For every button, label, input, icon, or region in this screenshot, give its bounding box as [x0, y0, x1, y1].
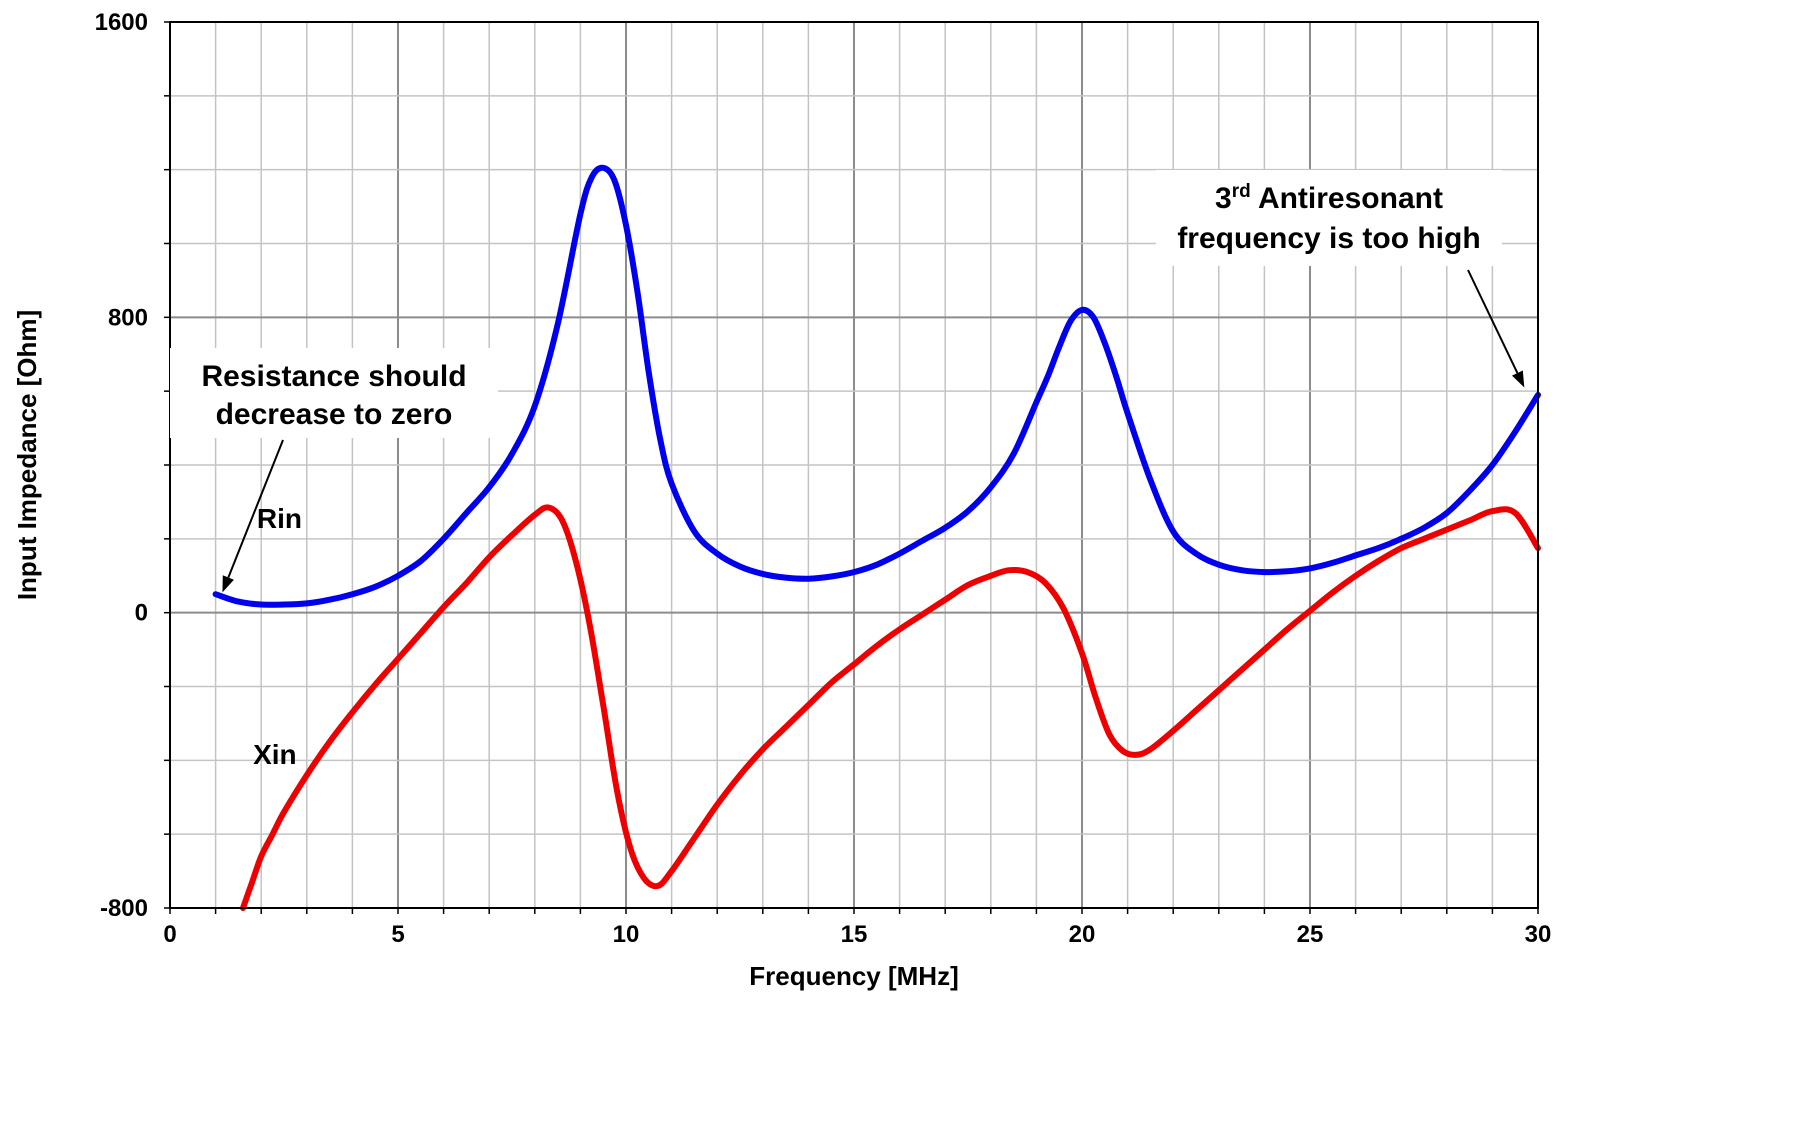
- x-tick-label: 5: [391, 921, 404, 948]
- y-tick-label: 800: [108, 304, 148, 331]
- annotation-text-line: decrease to zero: [216, 398, 453, 431]
- y-tick-labels: -800 0 800 1600: [95, 9, 148, 922]
- x-tick-label: 0: [163, 921, 176, 948]
- annotation-resistance: Resistance should decrease to zero: [170, 348, 498, 593]
- series-line-xin: [240, 504, 1541, 911]
- x-tick-label: 20: [1069, 921, 1096, 948]
- annotation-text-rest: Antiresonant: [1251, 182, 1443, 215]
- series-group: [212, 164, 1541, 911]
- annotation-text-line: 3rd Antiresonant: [1215, 181, 1443, 215]
- x-axis-title: Frequency [MHz]: [749, 961, 958, 991]
- annotation-arrow: [1467, 269, 1519, 374]
- grid: [169, 21, 1539, 909]
- x-tick-label: 30: [1525, 921, 1552, 948]
- annotation-arrow: [227, 439, 284, 578]
- annotation-superscript: rd: [1232, 181, 1251, 202]
- series-label-rin: Rin: [257, 503, 302, 534]
- x-tick-labels: 0 5 10 15 20 25 30: [163, 921, 1551, 948]
- series-label-xin: Xin: [253, 739, 297, 770]
- annotation-antiresonant: 3rd Antiresonant frequency is too high: [1156, 170, 1525, 388]
- y-axis-title: Input Impedance [Ohm]: [12, 310, 42, 600]
- y-tick-label: 0: [135, 600, 148, 627]
- x-tick-label: 25: [1297, 921, 1324, 948]
- y-tick-label: 1600: [95, 9, 148, 36]
- annotation-text-line: Resistance should: [201, 360, 466, 393]
- tick-marks: [164, 21, 1539, 914]
- annotation-box: [1156, 170, 1502, 266]
- annotation-ordinal: 3: [1215, 182, 1232, 215]
- arrow-head-icon: [1511, 370, 1525, 388]
- x-tick-label: 10: [613, 921, 640, 948]
- y-tick-label: -800: [100, 895, 148, 922]
- series-line-rin: [212, 164, 1541, 608]
- arrow-head-icon: [222, 575, 234, 593]
- annotation-box: [170, 348, 498, 438]
- annotation-text-line: frequency is too high: [1177, 222, 1480, 255]
- x-tick-label: 15: [841, 921, 868, 948]
